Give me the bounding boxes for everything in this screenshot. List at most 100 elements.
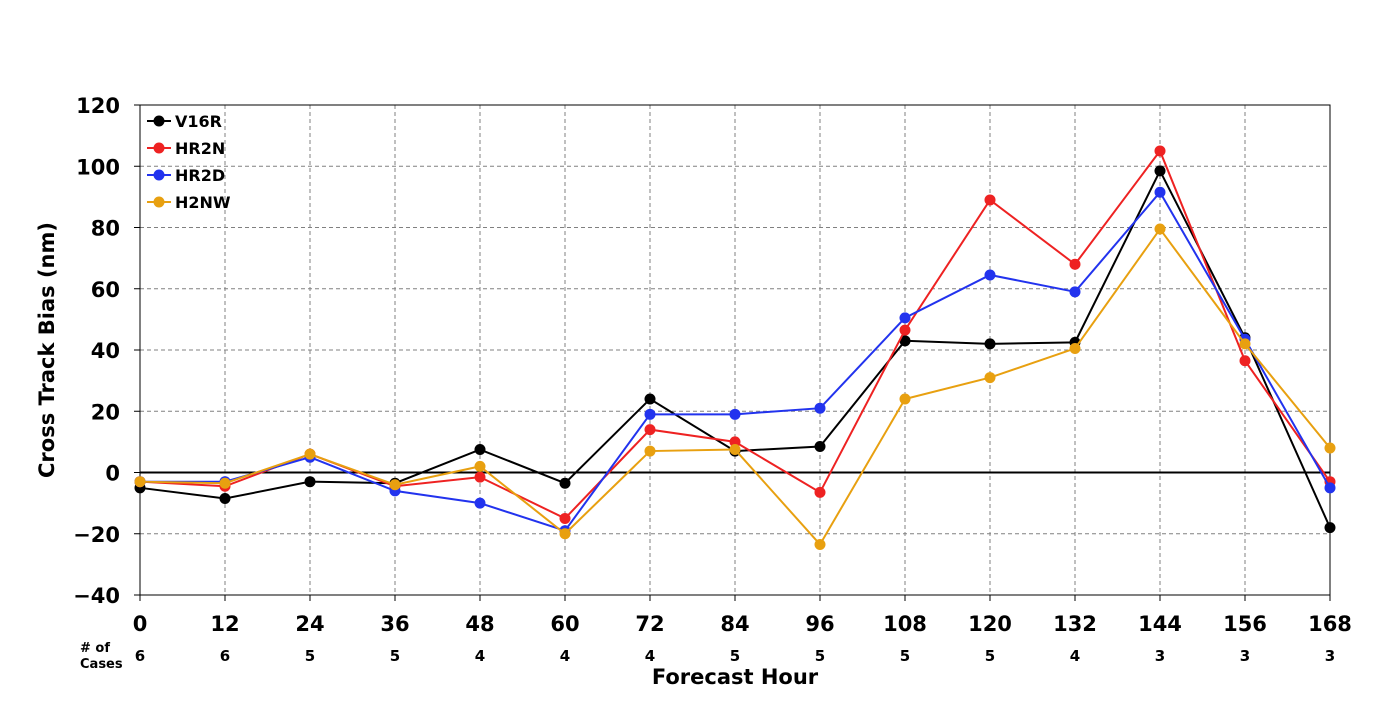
x-tick-label: 0: [133, 612, 148, 636]
case-count-label: 3: [1155, 647, 1165, 665]
case-count-label: 6: [220, 647, 230, 665]
data-point-v16r: [814, 440, 826, 452]
x-tick-label: 36: [380, 612, 409, 636]
data-point-v16r: [1154, 165, 1166, 177]
legend-marker-hr2d: [153, 169, 165, 181]
x-tick-label: 132: [1053, 612, 1097, 636]
data-point-hr2d: [729, 408, 741, 420]
data-point-hr2n: [1239, 355, 1251, 367]
y-tick-label: 20: [91, 400, 120, 424]
data-point-hr2d: [984, 269, 996, 281]
data-point-v16r: [559, 477, 571, 489]
y-tick-label: 100: [76, 155, 120, 179]
legend-marker-h2nw: [153, 196, 165, 208]
data-point-hr2d: [474, 497, 486, 509]
data-point-hr2n: [474, 471, 486, 483]
x-tick-label: 12: [210, 612, 239, 636]
data-point-hr2n: [984, 194, 996, 206]
case-count-label: 4: [1070, 647, 1080, 665]
y-tick-label: 0: [105, 462, 120, 486]
data-point-h2nw: [814, 538, 826, 550]
x-tick-label: 144: [1138, 612, 1182, 636]
legend-label-hr2d: HR2D: [175, 166, 225, 185]
y-tick-label: 60: [91, 278, 120, 302]
x-axis: 0 12 24 36 48 60 72 84 96 108 120 132 144 156 168: [133, 595, 1352, 636]
cases-header-line2: Cases: [80, 657, 123, 672]
y-tick-label: −20: [73, 523, 120, 547]
data-point-h2nw: [1324, 442, 1336, 454]
data-point-hr2d: [1324, 482, 1336, 494]
case-count-label: 5: [390, 647, 400, 665]
case-count-label: 3: [1240, 647, 1250, 665]
data-point-h2nw: [729, 444, 741, 456]
x-tick-label: 72: [635, 612, 664, 636]
data-point-hr2n: [644, 424, 656, 436]
y-tick-label: 40: [91, 339, 120, 363]
x-tick-label: 24: [295, 612, 324, 636]
x-axis-title: Forecast Hour: [652, 665, 819, 689]
x-tick-label: 84: [720, 612, 749, 636]
data-point-hr2n: [729, 436, 741, 448]
cases-header-line1: # of: [80, 641, 110, 656]
x-tick-label: 48: [465, 612, 494, 636]
legend-label-h2nw: H2NW: [175, 193, 231, 212]
data-point-hr2d: [814, 402, 826, 414]
x-tick-label: 168: [1308, 612, 1352, 636]
data-point-h2nw: [474, 460, 486, 472]
data-point-hr2d: [1154, 186, 1166, 198]
data-point-h2nw: [389, 479, 401, 491]
x-tick-label: 156: [1223, 612, 1267, 636]
case-count-label: 5: [305, 647, 315, 665]
y-tick-label: −40: [73, 584, 120, 608]
data-point-v16r: [984, 338, 996, 350]
legend: V16R HR2N HR2D H2NW: [147, 112, 231, 212]
case-count-label: 3: [1325, 647, 1335, 665]
data-point-h2nw: [899, 393, 911, 405]
y-tick-label: 120: [76, 94, 120, 118]
data-point-hr2n: [559, 512, 571, 524]
data-point-hr2n: [814, 486, 826, 498]
data-point-h2nw: [984, 372, 996, 384]
y-axis: −40 −20 0 20 40 60 80 100 120: [73, 94, 140, 608]
data-point-v16r: [644, 393, 656, 405]
data-point-h2nw: [304, 448, 316, 460]
data-point-h2nw: [1239, 338, 1251, 350]
data-point-hr2d: [1069, 286, 1081, 298]
case-count-label: 5: [900, 647, 910, 665]
data-point-hr2n: [899, 324, 911, 336]
data-point-v16r: [474, 444, 486, 456]
data-point-hr2d: [644, 408, 656, 420]
data-point-h2nw: [1069, 342, 1081, 354]
data-point-h2nw: [134, 476, 146, 488]
legend-marker-hr2n: [153, 142, 165, 154]
x-tick-label: 120: [968, 612, 1012, 636]
case-count-label: 6: [135, 647, 145, 665]
case-count-label: 4: [645, 647, 655, 665]
case-count-label: 4: [475, 647, 485, 665]
series-group: [134, 145, 1336, 550]
data-point-h2nw: [644, 445, 656, 457]
case-count-label: 5: [815, 647, 825, 665]
data-point-v16r: [899, 335, 911, 347]
grid: [140, 105, 1330, 595]
x-tick-label: 96: [805, 612, 834, 636]
data-point-h2nw: [559, 528, 571, 540]
data-point-v16r: [219, 493, 231, 505]
y-axis-title: Cross Track Bias (nm): [35, 222, 59, 478]
data-point-h2nw: [1154, 223, 1166, 235]
case-count-label: 4: [560, 647, 570, 665]
data-point-hr2d: [899, 312, 911, 324]
data-point-hr2n: [1069, 258, 1081, 270]
data-point-hr2n: [1154, 145, 1166, 157]
legend-marker-v16r: [153, 115, 165, 127]
data-point-v16r: [304, 476, 316, 488]
case-count-label: 5: [730, 647, 740, 665]
legend-label-v16r: V16R: [175, 112, 222, 131]
x-tick-label: 108: [883, 612, 927, 636]
data-point-h2nw: [219, 477, 231, 489]
y-tick-label: 80: [91, 217, 120, 241]
data-point-v16r: [1324, 522, 1336, 534]
